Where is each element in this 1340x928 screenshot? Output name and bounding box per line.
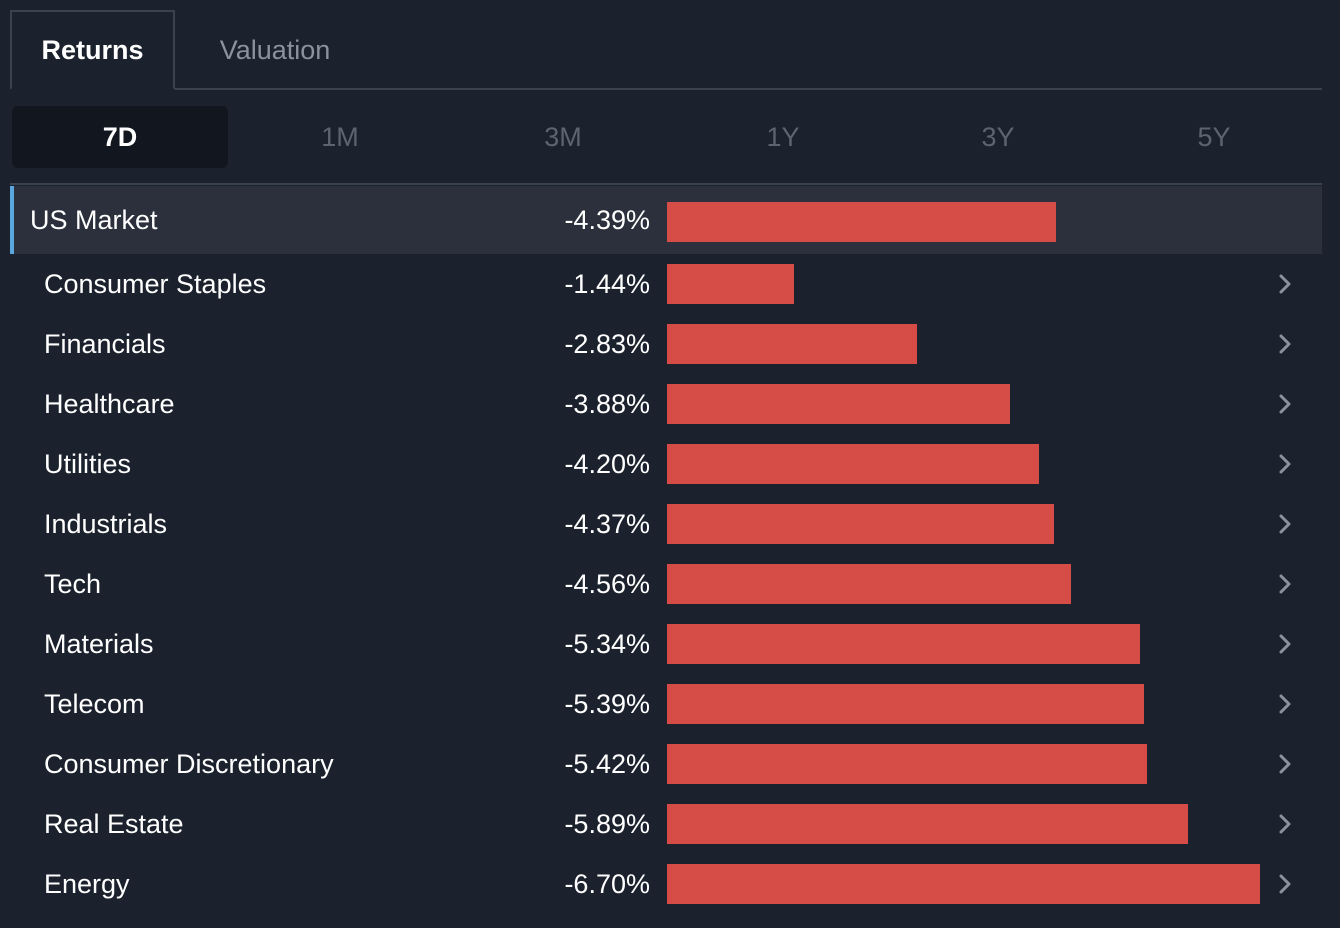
return-bar <box>667 504 1054 544</box>
period-tab-3m[interactable]: 3M <box>544 121 582 152</box>
period-tab-3y[interactable]: 3Y <box>981 121 1015 152</box>
chevron-right-icon[interactable] <box>1278 794 1292 854</box>
return-value: -4.20% <box>564 448 650 479</box>
sector-name: Real Estate <box>44 808 184 839</box>
sector-row[interactable]: Materials -5.34% <box>10 614 1322 674</box>
chevron-right-icon[interactable] <box>1278 734 1292 794</box>
sector-name: Consumer Staples <box>44 268 267 299</box>
return-value: -5.89% <box>564 808 650 839</box>
sector-name: Industrials <box>44 508 168 539</box>
period-tab-1m[interactable]: 1M <box>321 121 359 152</box>
sector-name: Tech <box>44 568 102 599</box>
return-bar <box>667 624 1140 664</box>
sector-name: Healthcare <box>44 388 175 419</box>
sector-row[interactable]: Real Estate -5.89% <box>10 794 1322 854</box>
return-value: -5.42% <box>564 748 650 779</box>
sector-returns-list: US Market -4.39% Consumer Staples -1.44% Fin… <box>10 186 1322 914</box>
sector-row[interactable]: Healthcare -3.88% <box>10 374 1322 434</box>
sector-name: Energy <box>44 868 130 899</box>
sector-row[interactable]: Industrials -4.37% <box>10 494 1322 554</box>
sector-name: Financials <box>44 328 166 359</box>
return-bar <box>667 564 1071 604</box>
sector-row[interactable]: Consumer Discretionary -5.42% <box>10 734 1322 794</box>
chevron-right-icon[interactable] <box>1278 674 1292 734</box>
return-value: -4.56% <box>564 568 650 599</box>
return-value: -4.39% <box>564 204 650 235</box>
sector-name: Utilities <box>44 448 132 479</box>
tab-valuation[interactable]: Valuation <box>219 34 331 65</box>
chevron-right-icon[interactable] <box>1278 374 1292 434</box>
return-value: -6.70% <box>564 868 650 899</box>
return-bar <box>667 864 1260 904</box>
return-bar <box>667 744 1147 784</box>
sector-row[interactable]: Tech -4.56% <box>10 554 1322 614</box>
divider <box>10 183 1322 185</box>
period-tab-7d[interactable]: 7D <box>12 106 228 168</box>
return-bar <box>667 202 1056 242</box>
chevron-right-icon[interactable] <box>1278 854 1292 914</box>
return-bar <box>667 684 1144 724</box>
return-bar <box>667 804 1188 844</box>
sector-name: Materials <box>44 628 154 659</box>
sector-name: US Market <box>30 204 158 235</box>
return-value: -1.44% <box>564 268 650 299</box>
sector-row[interactable]: Telecom -5.39% <box>10 674 1322 734</box>
return-value: -2.83% <box>564 328 650 359</box>
chevron-right-icon[interactable] <box>1278 254 1292 314</box>
return-value: -3.88% <box>564 388 650 419</box>
chevron-right-icon[interactable] <box>1278 434 1292 494</box>
chevron-right-icon[interactable] <box>1278 314 1292 374</box>
return-value: -4.37% <box>564 508 650 539</box>
sector-row[interactable]: US Market -4.39% <box>10 186 1322 254</box>
chevron-right-icon[interactable] <box>1278 494 1292 554</box>
period-tabs: 7D 1M 3M 1Y 3Y 5Y <box>12 106 1322 168</box>
tab-returns[interactable]: Returns <box>10 10 175 90</box>
chevron-right-icon[interactable] <box>1278 554 1292 614</box>
top-tabs: Returns Valuation <box>10 10 1322 90</box>
return-bar <box>667 444 1039 484</box>
sector-name: Telecom <box>44 688 145 719</box>
return-bar <box>667 384 1010 424</box>
sector-row[interactable]: Energy -6.70% <box>10 854 1322 914</box>
chevron-right-icon[interactable] <box>1278 614 1292 674</box>
period-tab-1y[interactable]: 1Y <box>766 121 800 152</box>
period-tab-5y[interactable]: 5Y <box>1197 121 1231 152</box>
return-value: -5.34% <box>564 628 650 659</box>
sector-row[interactable]: Financials -2.83% <box>10 314 1322 374</box>
return-bar <box>667 324 917 364</box>
return-bar <box>667 264 794 304</box>
sector-name: Consumer Discretionary <box>44 748 334 779</box>
sector-row[interactable]: Consumer Staples -1.44% <box>10 254 1322 314</box>
return-value: -5.39% <box>564 688 650 719</box>
sector-row[interactable]: Utilities -4.20% <box>10 434 1322 494</box>
